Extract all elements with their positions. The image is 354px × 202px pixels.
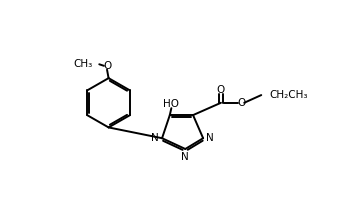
Text: CH₃: CH₃ [74,59,93,69]
Text: N: N [151,133,159,143]
Text: CH₂CH₃: CH₂CH₃ [269,90,308,100]
Text: N: N [182,153,189,162]
Text: O: O [237,98,245,108]
Text: O: O [103,61,111,71]
Text: O: O [217,85,225,95]
Text: N: N [206,133,214,143]
Text: HO: HO [163,99,179,109]
